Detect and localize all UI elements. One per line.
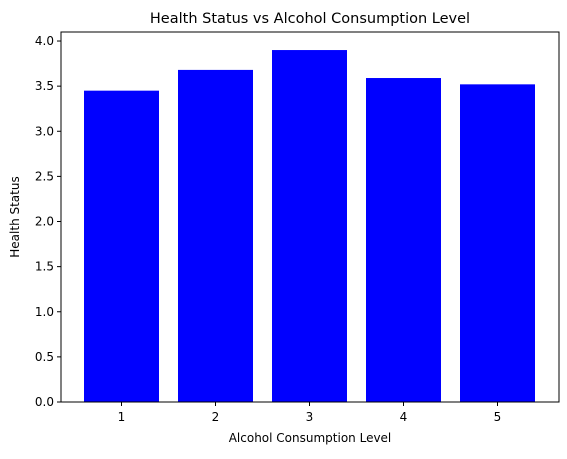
x-tick-label-2: 2 bbox=[212, 410, 220, 424]
bar-5 bbox=[460, 84, 535, 402]
y-axis-label: Health Status bbox=[8, 176, 22, 257]
plot-frame bbox=[60, 31, 560, 403]
bar-3 bbox=[272, 50, 347, 403]
y-tick-label-1.5: 1.5 bbox=[35, 260, 54, 274]
x-tick-label-1: 1 bbox=[118, 410, 126, 424]
y-tick-label-0.5: 0.5 bbox=[35, 350, 54, 364]
y-tick-label-4.0: 4.0 bbox=[35, 34, 54, 48]
bar-1 bbox=[84, 90, 159, 402]
y-tick-label-1.0: 1.0 bbox=[35, 305, 54, 319]
y-tick-label-0.0: 0.0 bbox=[35, 395, 54, 409]
y-tick-label-2.0: 2.0 bbox=[35, 215, 54, 229]
bar-2 bbox=[178, 69, 253, 402]
y-tick-label-3.5: 3.5 bbox=[35, 79, 54, 93]
chart-title: Health Status vs Alcohol Consumption Lev… bbox=[150, 11, 470, 27]
x-axis: 1 2 3 4 5 bbox=[118, 402, 502, 424]
x-tick-label-5: 5 bbox=[494, 410, 502, 424]
bars-group bbox=[84, 50, 535, 403]
y-tick-label-3.0: 3.0 bbox=[35, 124, 54, 138]
x-axis-label: Alcohol Consumption Level bbox=[229, 431, 392, 445]
bar-4 bbox=[366, 78, 441, 403]
x-tick-label-3: 3 bbox=[306, 410, 314, 424]
x-tick-label-4: 4 bbox=[400, 410, 408, 424]
y-axis: 0.0 0.5 1.0 1.5 2.0 2.5 3.0 3.5 4.0 bbox=[35, 34, 61, 409]
y-tick-label-2.5: 2.5 bbox=[35, 169, 54, 183]
